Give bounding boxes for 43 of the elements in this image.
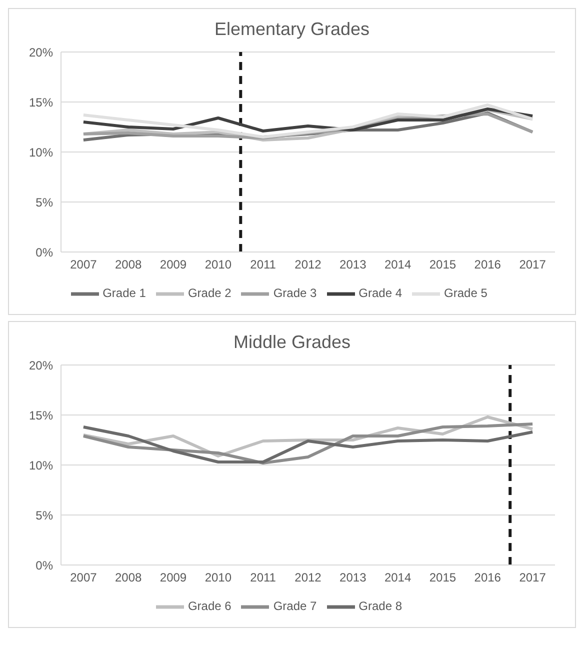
x-tick-label: 2012 [294, 258, 322, 272]
legend-label: Grade 2 [188, 286, 232, 300]
y-tick-label: 15% [28, 95, 54, 110]
x-tick-label: 2014 [384, 570, 412, 585]
legend-label: Grade 1 [102, 286, 146, 300]
x-tick-label: 2015 [429, 570, 456, 585]
x-tick-label: 2015 [429, 258, 456, 272]
x-tick-label: 2016 [474, 570, 502, 585]
legend-label: Grade 3 [273, 286, 317, 300]
x-tick-label: 2007 [70, 258, 98, 272]
x-tick-label: 2011 [250, 570, 276, 585]
y-tick-label: 15% [28, 408, 54, 422]
x-tick-label: 2009 [160, 258, 187, 272]
x-tick-label: 2013 [340, 570, 367, 585]
legend-label: Grade 6 [188, 599, 232, 614]
legend-label: Grade 8 [358, 599, 402, 614]
x-tick-label: 2009 [160, 570, 187, 585]
y-tick-label: 10% [28, 145, 54, 160]
legend-label: Grade 5 [444, 286, 488, 300]
y-tick-label: 0% [36, 558, 54, 572]
x-tick-label: 2010 [204, 258, 232, 272]
line-series [82, 108, 534, 132]
y-tick-label: 20% [28, 45, 54, 60]
x-tick-label: 2010 [204, 570, 232, 585]
x-tick-label: 2017 [519, 258, 546, 272]
y-tick-label: 5% [36, 195, 54, 210]
x-tick-label: 2016 [474, 258, 502, 272]
x-tick-label: 2007 [70, 570, 98, 585]
y-tick-label: 20% [28, 358, 54, 372]
x-tick-label: 2014 [384, 258, 412, 272]
y-tick-label: 10% [28, 458, 54, 472]
x-tick-label: 2012 [294, 570, 322, 585]
chart-title: Elementary Grades [213, 18, 371, 40]
chart-title: Middle Grades [232, 331, 352, 353]
y-tick-label: 0% [36, 245, 54, 260]
x-tick-label: 2011 [250, 258, 276, 272]
legend-label: Grade 7 [273, 599, 317, 614]
x-tick-label: 2017 [519, 570, 546, 585]
x-tick-label: 2013 [340, 258, 367, 272]
y-tick-label: 5% [36, 508, 54, 522]
legend-label: Grade 4 [358, 286, 402, 300]
x-tick-label: 2008 [115, 570, 142, 585]
x-tick-label: 2008 [115, 258, 142, 272]
